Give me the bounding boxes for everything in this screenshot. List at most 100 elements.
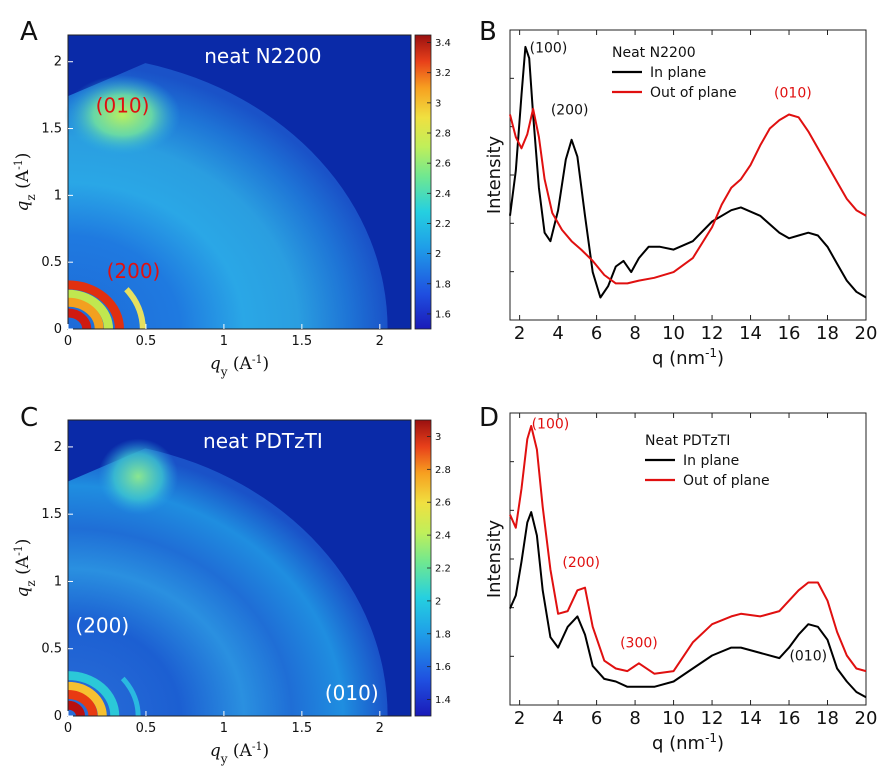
peak-annotation: (010) (774, 86, 812, 102)
peak-annotation: (010) (96, 94, 150, 118)
x-tick-label: 14 (739, 323, 762, 344)
y-tick-label: 2 (54, 55, 62, 70)
legend-label: Out of plane (683, 473, 770, 489)
panel-letter: B (479, 17, 497, 47)
peak-annotation: (200) (107, 259, 161, 283)
x-tick-label: 8 (629, 323, 640, 344)
colorbar-tick-label: 1.6 (435, 309, 451, 320)
x-tick-label: 14 (739, 708, 762, 729)
peak-annotation: (200) (551, 102, 589, 118)
x-tick-label: 8 (629, 708, 640, 729)
x-tick-label: 12 (701, 323, 724, 344)
colorbar-tick-label: 1.8 (435, 279, 451, 290)
colorbar-tick-label: 2.2 (435, 219, 451, 230)
intensity-ring (120, 676, 141, 717)
series-line-out-of-plane (509, 107, 867, 285)
colorbar (414, 34, 432, 330)
intensity-ring (67, 700, 85, 717)
x-tick-label: 12 (701, 708, 724, 729)
legend-label: Out of plane (650, 85, 737, 101)
colorbar-tick-label: 2.2 (435, 564, 451, 575)
x-tick-label: 4 (552, 323, 563, 344)
peak-annotation: (100) (532, 417, 570, 433)
colorbar-tick-label: 1.8 (435, 629, 451, 640)
plot-frame (509, 412, 867, 706)
peak-annotation: (200) (562, 555, 600, 571)
legend-title: Neat PDTzTI (645, 433, 730, 449)
colorbar-tick-label: 2.8 (435, 129, 451, 140)
y-axis-label: Intensity (484, 135, 505, 214)
x-tick-label: 1.5 (292, 721, 313, 736)
x-tick-label: 6 (591, 323, 602, 344)
colorbar-tick-label: 1.4 (435, 695, 451, 706)
x-tick-label: 16 (778, 708, 801, 729)
heatmap-panel-c: C 0 0.5 1 1.5 2 0 0.5 1 1.5 2 neat PDTzTI (200) (010)… (12, 403, 451, 766)
x-tick-label: 1 (220, 721, 228, 736)
y-tick-label: 0 (54, 322, 62, 337)
intensity-ring (67, 671, 120, 717)
legend-label: In plane (683, 453, 739, 469)
intensity-ring (67, 689, 98, 717)
x-axis-label: q (nm-1) (652, 731, 724, 754)
colorbar-tick-label: 2.4 (435, 189, 451, 200)
series-line-in-plane (509, 45, 867, 299)
legend-label: In plane (650, 65, 706, 81)
colorbar-tick-label: 3 (435, 98, 441, 109)
peak-spot-top (98, 438, 179, 515)
y-axis-label: Intensity (484, 519, 505, 598)
panel-letter: A (20, 17, 38, 47)
plot-frame (509, 29, 867, 321)
x-tick-label: 6 (591, 708, 602, 729)
x-tick-label: 0.5 (136, 721, 157, 736)
colorbar-tick-label: 1.6 (435, 662, 451, 673)
y-tick-label: 0 (54, 709, 62, 724)
intensity-ring (67, 280, 124, 330)
x-axis-label: qy (A-1) (210, 740, 269, 767)
colorbar-tick-label: 3.4 (435, 38, 451, 49)
heatmap-title: neat PDTzTI (203, 429, 323, 453)
x-tick-label: 4 (552, 708, 563, 729)
x-tick-label: 18 (816, 323, 839, 344)
heatmap-title: neat N2200 (204, 44, 321, 68)
colorbar-tick-label: 2 (435, 249, 441, 260)
x-tick-label: 2 (514, 708, 525, 729)
plot-frame (67, 34, 412, 330)
x-tick-label: 20 (855, 323, 878, 344)
y-tick-label: 1 (54, 188, 62, 203)
heatmap-panel-a: A 0 0.5 1 1.5 2 0 0.5 1 1.5 2 neat N2200 (010) (200) q… (12, 17, 451, 379)
peak-annotation: (100) (530, 41, 568, 57)
intensity-ring (67, 308, 92, 330)
y-tick-label: 1.5 (41, 507, 62, 522)
y-tick-label: 1.5 (41, 122, 62, 137)
y-tick-label: 2 (54, 440, 62, 455)
x-tick-label: 18 (816, 708, 839, 729)
plot-frame (67, 419, 412, 717)
intensity-ring (67, 297, 104, 330)
x-tick-label: 0 (64, 334, 72, 349)
panel-letter: D (479, 403, 499, 433)
x-axis-label: q (nm-1) (652, 346, 724, 369)
series-line-in-plane (509, 511, 867, 699)
y-axis-label: qz (A-1) (12, 153, 39, 212)
x-tick-label: 1 (220, 334, 228, 349)
x-tick-label: 10 (662, 708, 685, 729)
x-tick-label: 16 (778, 323, 801, 344)
colorbar-tick-label: 2.6 (435, 159, 451, 170)
intensity-ring (67, 289, 114, 330)
line-panel-b: B 2 4 6 8 10 12 14 16 18 20 (100) (200) (010) Neat N22… (479, 17, 877, 369)
peak-spot-010 (64, 75, 181, 156)
peak-annotation: (300) (620, 636, 658, 652)
x-tick-label: 0.5 (136, 334, 157, 349)
line-panel-d: D 2 4 6 8 10 12 14 16 18 20 (100) (200) (300) (010) Nea… (479, 403, 877, 754)
x-tick-label: 1.5 (292, 334, 313, 349)
peak-annotation: (010) (325, 681, 379, 705)
colorbar-tick-label: 3 (435, 432, 441, 443)
y-tick-label: 1 (54, 574, 62, 589)
colorbar-tick-label: 2.4 (435, 531, 451, 542)
y-tick-label: 0.5 (41, 642, 62, 657)
x-tick-label: 0 (64, 721, 72, 736)
x-tick-label: 2 (376, 721, 384, 736)
series-line-out-of-plane (509, 425, 867, 675)
x-axis-label: qy (A-1) (210, 353, 269, 380)
